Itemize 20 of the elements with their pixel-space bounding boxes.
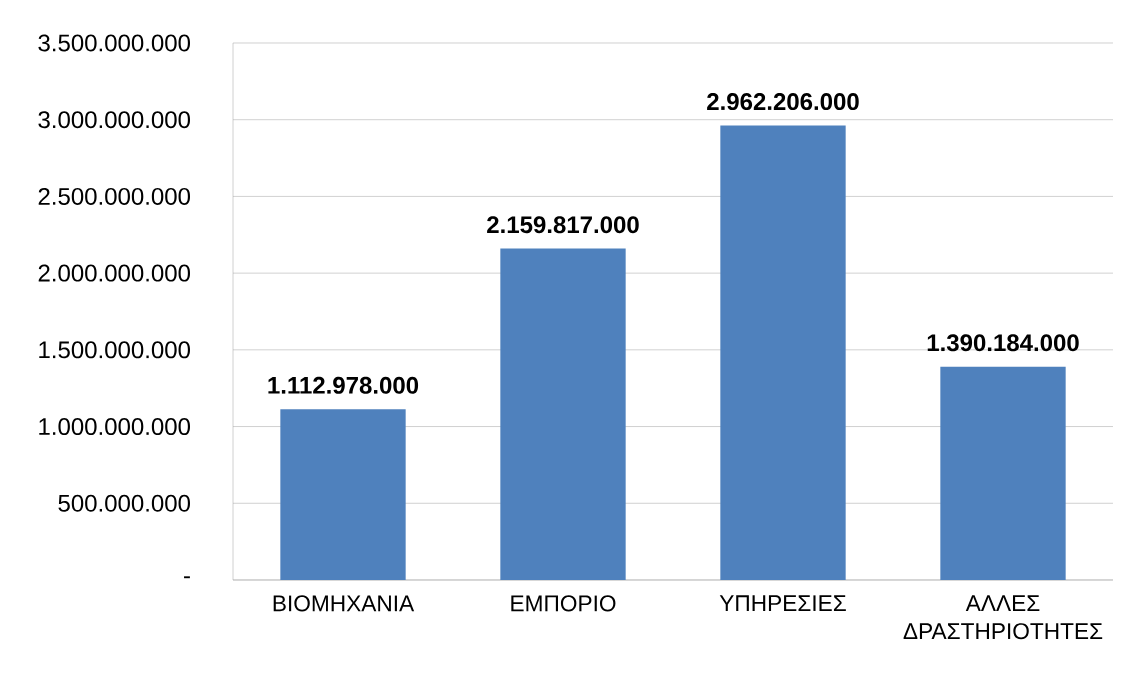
y-tick-label: 2.000.000.000: [38, 264, 191, 282]
bar: [940, 366, 1066, 580]
y-tick-label: -: [184, 576, 190, 579]
data-label: 2.159.817.000: [487, 216, 639, 234]
y-tick-label: 3.000.000.000: [38, 111, 191, 129]
y-tick-label: 1.500.000.000: [39, 341, 191, 359]
y-tick-label: 500.000.000: [58, 494, 191, 512]
y-tick-label: 1.000.000.000: [39, 418, 191, 436]
x-tick-label: ΥΠΗΡΕΣΙΕΣ: [719, 595, 846, 611]
data-label: 1.390.184.000: [927, 334, 1079, 352]
x-tick-label: ΕΜΠΟΡΙΟ: [511, 595, 616, 612]
y-tick-label: 3.500.000.000: [38, 34, 191, 52]
data-label: 2.962.206.000: [707, 93, 859, 111]
bar: [500, 248, 626, 580]
x-tick-label: ΑΛΛΕΣ ΔΡΑΣΤΗΡΙΟΤΗΤΕΣ: [903, 595, 1103, 640]
y-tick-label: 2.500.000.000: [38, 187, 191, 205]
data-label: 1.112.978.000: [268, 376, 419, 394]
bar: [280, 409, 406, 580]
bar: [720, 125, 846, 580]
x-tick-label: ΒΙΟΜΗΧΑΝΙΑ: [273, 595, 415, 612]
